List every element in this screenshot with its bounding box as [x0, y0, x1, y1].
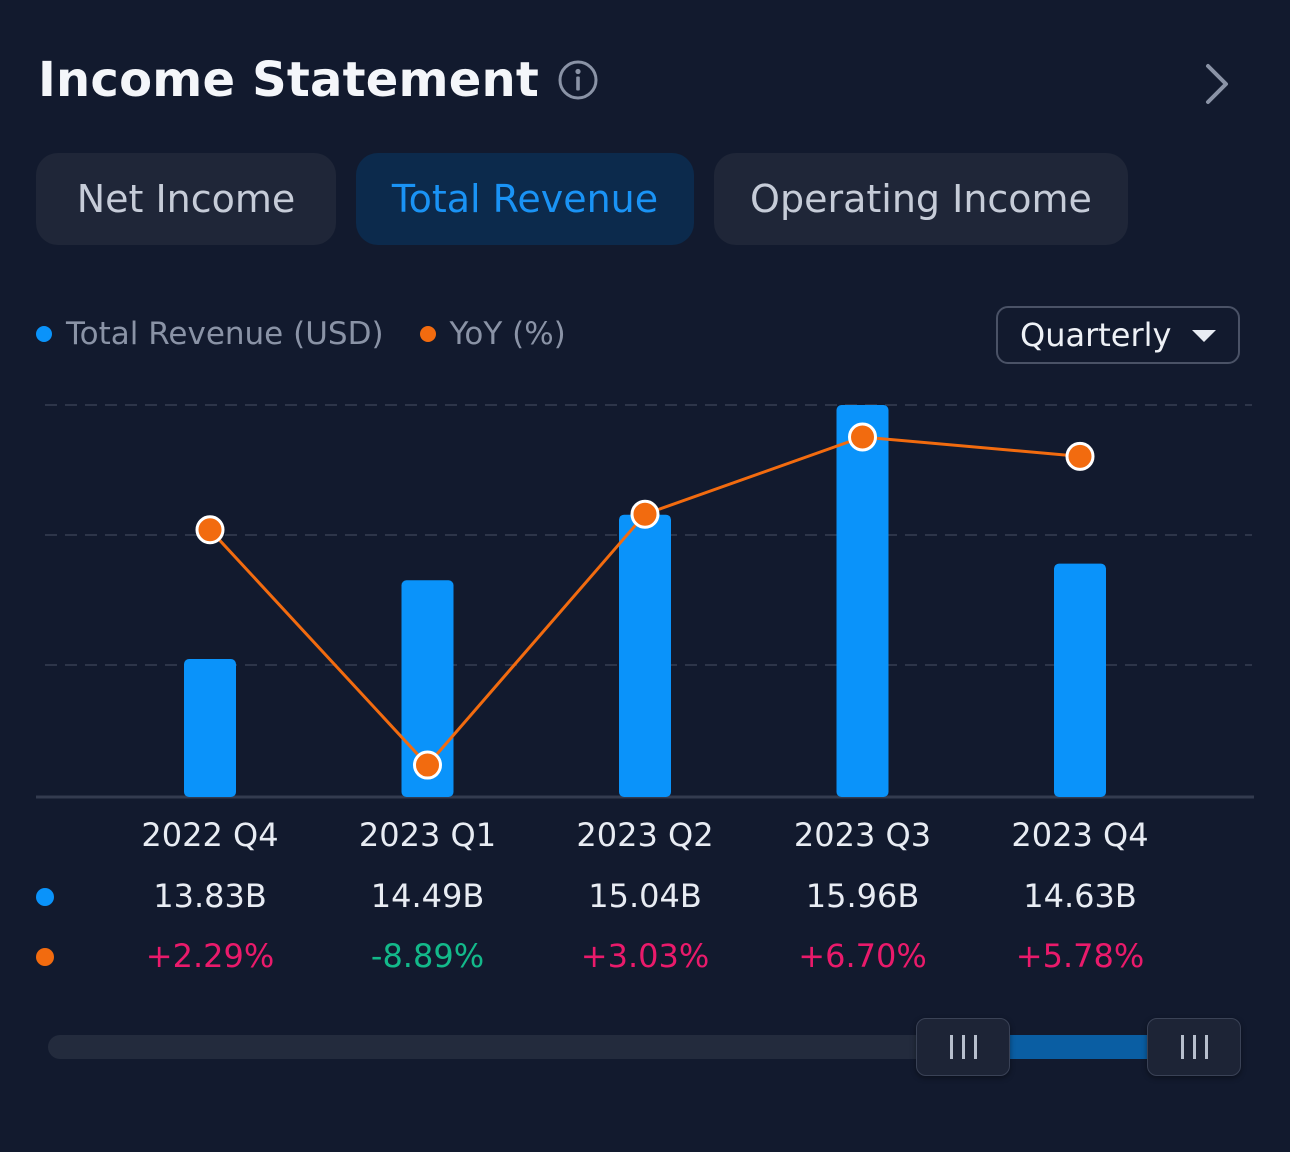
yoy-point: [413, 750, 442, 780]
yoy-value-label: +2.29%: [146, 937, 274, 975]
metric-tabs: Net Income Total Revenue Operating Incom…: [36, 153, 1128, 245]
yoy-value-label: +5.78%: [1016, 937, 1144, 975]
tab-label: Operating Income: [750, 177, 1092, 221]
yoy-point: [630, 499, 660, 529]
grip-icon: [949, 1035, 977, 1059]
range-handle-left[interactable]: [916, 1018, 1010, 1076]
legend-label: YoY (%): [449, 316, 566, 352]
revenue-bar: [1054, 563, 1106, 797]
revenue-bar: [836, 405, 889, 797]
yoy-value-label: +3.03%: [581, 937, 709, 975]
x-tick-label: 2023 Q1: [359, 816, 496, 854]
yoy-point: [1065, 441, 1095, 471]
info-icon[interactable]: [557, 59, 599, 101]
range-handle-right[interactable]: [1147, 1018, 1241, 1076]
legend-label: Total Revenue (USD): [66, 316, 384, 352]
yoy-row-dot-icon: [36, 948, 54, 966]
page-title: Income Statement: [38, 52, 540, 108]
x-tick-label: 2023 Q3: [794, 816, 931, 854]
tab-total-revenue[interactable]: Total Revenue: [356, 153, 694, 245]
tab-operating-income[interactable]: Operating Income: [714, 153, 1128, 245]
revenue-row-dot-icon: [36, 888, 54, 906]
header: Income Statement: [38, 52, 599, 108]
revenue-bar: [184, 659, 236, 797]
grip-icon: [1180, 1035, 1208, 1059]
revenue-bar: [619, 514, 671, 797]
revenue-bar: [401, 580, 454, 797]
legend-item-yoy: YoY (%): [419, 316, 566, 352]
x-tick-label: 2022 Q4: [141, 816, 278, 854]
tab-net-income[interactable]: Net Income: [36, 153, 336, 245]
revenue-value-label: 14.63B: [1023, 877, 1137, 915]
revenue-value-label: 15.04B: [588, 877, 702, 915]
x-tick-label: 2023 Q2: [576, 816, 713, 854]
revenue-value-label: 15.96B: [806, 877, 920, 915]
tab-label: Net Income: [76, 177, 296, 221]
chart-legend: Total Revenue (USD) YoY (%): [36, 316, 602, 352]
yoy-value-label: -8.89%: [371, 937, 484, 975]
legend-item-revenue: Total Revenue (USD): [36, 316, 384, 352]
yoy-value-label: +6.70%: [798, 937, 926, 975]
revenue-value-label: 14.49B: [371, 877, 485, 915]
chevron-right-icon[interactable]: [1202, 62, 1232, 106]
yoy-point: [848, 422, 877, 452]
x-tick-label: 2023 Q4: [1011, 816, 1148, 854]
period-select-value: Quarterly: [1020, 316, 1172, 354]
revenue-chart: 2022 Q4 2023 Q1 2023 Q2 2023 Q3 2023 Q4 13.83…: [36, 404, 1254, 975]
tab-label: Total Revenue: [391, 177, 659, 221]
revenue-value-label: 13.83B: [153, 877, 267, 915]
yoy-point: [195, 515, 225, 545]
revenue-dot-icon: [36, 326, 52, 342]
yoy-dot-icon: [419, 326, 436, 342]
caret-down-icon: [1192, 330, 1216, 342]
period-select[interactable]: Quarterly: [996, 306, 1240, 364]
